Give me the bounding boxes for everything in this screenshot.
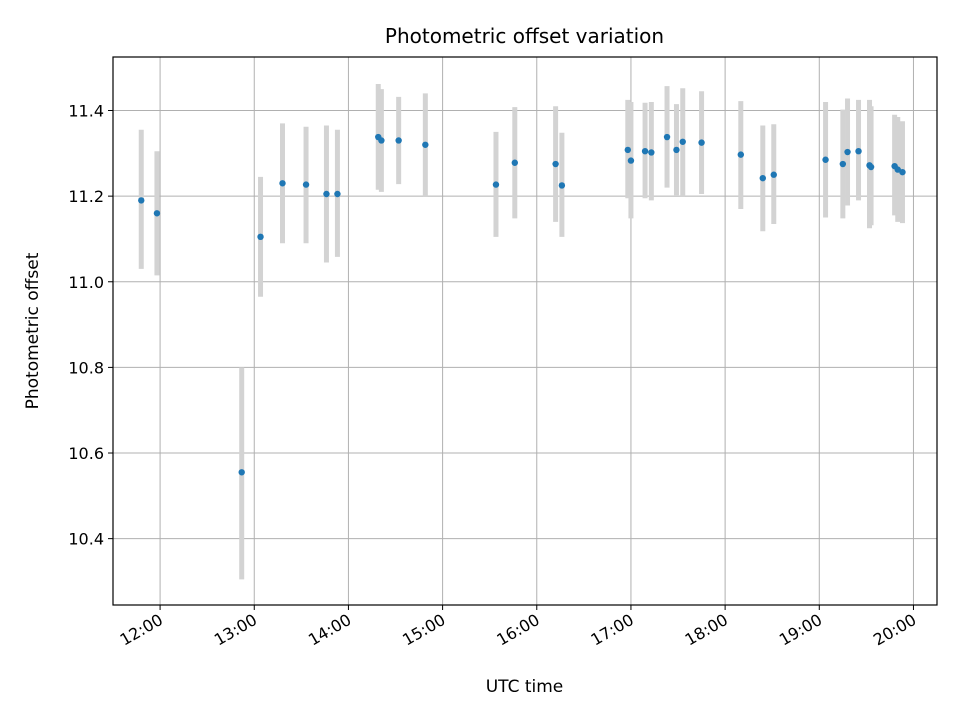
data-point [238, 469, 245, 476]
data-point [395, 137, 402, 144]
data-point [558, 182, 566, 189]
data-point [641, 147, 649, 155]
data-point [839, 160, 847, 168]
data-point [844, 148, 851, 156]
data-point [770, 171, 777, 178]
data-point [822, 156, 829, 163]
y-tick-label: 11.4 [68, 102, 104, 121]
plot-frame [112, 56, 938, 606]
data-points [138, 133, 906, 476]
data-point [899, 168, 906, 176]
data-point [302, 181, 310, 188]
data-point [511, 159, 518, 166]
data-point [138, 197, 145, 204]
y-tick-label: 10.4 [68, 530, 104, 549]
data-point [257, 233, 264, 241]
data-point [737, 151, 745, 158]
y-tick-label: 10.6 [68, 444, 104, 463]
grid [113, 57, 937, 605]
data-point [552, 160, 559, 168]
data-point [663, 133, 671, 141]
data-point [279, 180, 286, 187]
data-point [679, 138, 686, 145]
x-axis-label: UTC time [486, 677, 564, 697]
data-point [894, 166, 901, 173]
data-point [759, 174, 766, 182]
y-axis-label: Photometric offset [23, 252, 43, 409]
data-point [855, 147, 862, 155]
data-point [378, 137, 385, 144]
data-point [867, 163, 875, 171]
y-tick-label: 10.8 [68, 358, 104, 377]
data-point [492, 181, 500, 188]
data-point [624, 146, 632, 154]
data-point [648, 149, 655, 156]
data-point [153, 210, 161, 217]
data-point [698, 139, 705, 146]
data-point [673, 146, 680, 154]
y-tick-label: 11.2 [68, 187, 104, 206]
y-axis-ticks: 10.4 10.6 10.8 11.0 11.2 11.4 [68, 102, 113, 549]
data-point [323, 190, 330, 198]
data-point [422, 141, 429, 148]
y-tick-label: 11.0 [68, 273, 104, 292]
chart-title: Photometric offset variation [385, 24, 664, 48]
data-point [627, 157, 635, 164]
data-point [334, 190, 341, 198]
